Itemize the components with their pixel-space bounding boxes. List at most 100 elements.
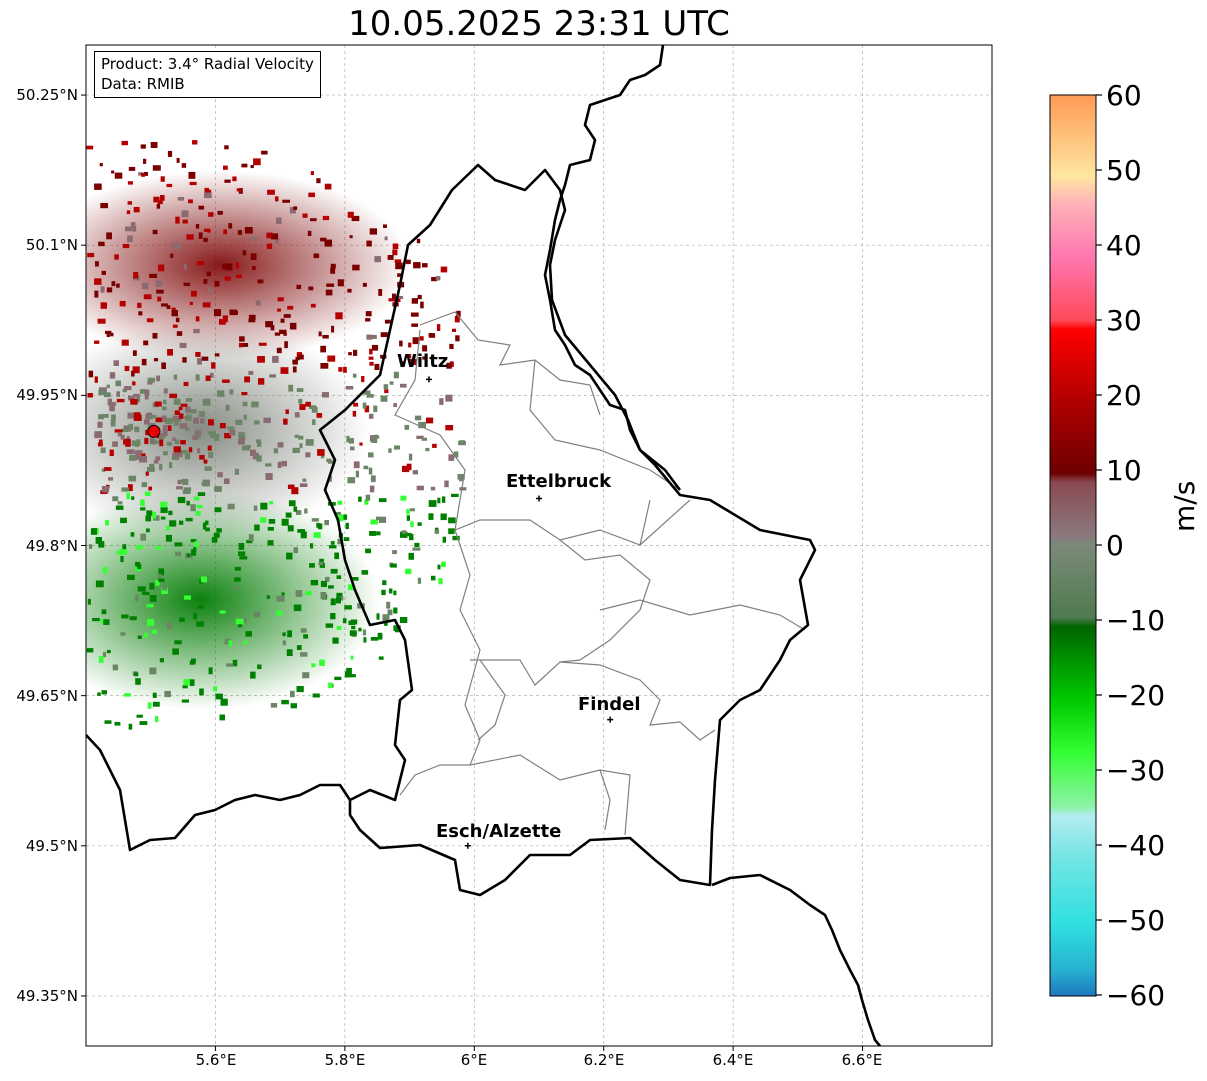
radar-pixel — [117, 432, 122, 437]
radar-pixel — [179, 413, 184, 419]
radar-pixel — [101, 690, 107, 695]
radar-pixel — [378, 289, 383, 296]
radar-pixel — [141, 482, 148, 488]
radar-pixel — [152, 229, 158, 235]
radar-pixel — [330, 541, 335, 545]
radar-pixel — [107, 398, 113, 406]
radar-pixel — [392, 293, 396, 299]
radar-pixel — [390, 563, 397, 568]
radar-pixel — [228, 640, 233, 647]
colorbar-tick-label: −60 — [1106, 979, 1166, 1012]
radar-pixel — [324, 183, 332, 190]
radar-pixel — [152, 692, 157, 698]
city-label-ettelbruck: Ettelbruck — [506, 471, 612, 492]
radar-pixel — [327, 355, 336, 362]
radar-pixel — [197, 492, 206, 496]
radar-pixel — [365, 494, 371, 501]
radar-pixel — [100, 286, 105, 293]
radar-pixel — [128, 395, 135, 401]
radar-pixel — [174, 542, 183, 547]
radar-pixel — [311, 518, 319, 522]
radar-pixel — [281, 518, 289, 526]
radar-pixel — [177, 197, 184, 201]
radar-pixel — [441, 496, 446, 503]
radar-pixel — [300, 628, 307, 633]
radar-pixel — [336, 626, 342, 630]
radar-pixel — [108, 477, 113, 481]
radar-pixel — [269, 374, 276, 378]
radar-pixel — [208, 419, 214, 426]
radar-pixel — [235, 262, 239, 269]
national-borders — [86, 45, 881, 1046]
radar-pixel — [94, 290, 99, 298]
radar-pixel — [109, 402, 117, 406]
radar-pixel — [101, 468, 106, 472]
radar-pixel — [448, 528, 455, 535]
radar-pixel — [382, 580, 387, 586]
radar-pixel — [338, 367, 343, 372]
radar-pixel — [287, 305, 294, 310]
radar-pixel — [175, 551, 182, 557]
radar-pixel — [319, 563, 325, 568]
radar-pixel — [172, 415, 181, 422]
radar-pixel — [198, 205, 205, 210]
radar-pixel — [195, 316, 200, 322]
radar-pixel — [286, 649, 293, 656]
radar-pixel — [285, 409, 289, 414]
radar-pixel — [291, 487, 299, 495]
radar-pixel — [287, 484, 295, 489]
radar-pixel — [293, 506, 298, 512]
radar-pixel — [126, 436, 130, 442]
radar-pixel — [345, 522, 349, 530]
radar-pixel — [132, 366, 140, 374]
map-title: 10.05.2025 23:31 UTC — [348, 4, 730, 44]
radar-pixel — [341, 514, 348, 520]
radar-pixel — [189, 660, 195, 665]
radar-pixel — [302, 478, 307, 482]
radar-pixel — [163, 451, 168, 456]
radar-pixel — [344, 671, 352, 678]
radar-pixel — [406, 354, 412, 359]
radar-pixel — [206, 271, 211, 277]
radar-pixel — [205, 375, 211, 381]
radar-pixel — [279, 329, 287, 334]
radar-pixel — [105, 519, 109, 526]
radar-pixel — [393, 403, 397, 407]
radar-pixel — [235, 618, 244, 625]
radar-pixel — [207, 229, 211, 233]
radar-pixel — [183, 678, 192, 686]
radar-pixel — [146, 528, 150, 533]
radar-pixel — [121, 487, 129, 492]
radar-pixel — [116, 551, 122, 555]
radar-pixel — [114, 721, 121, 726]
radar-pixel — [138, 311, 143, 316]
radar-pixel — [296, 388, 304, 392]
radar-pixel — [224, 179, 231, 183]
radar-pixel — [270, 703, 278, 708]
radar-pixel — [252, 266, 256, 271]
radar-pixel — [136, 451, 141, 458]
radar-pixel — [242, 445, 250, 451]
radar-pixel — [254, 420, 260, 425]
radar-pixel — [257, 356, 265, 363]
radar-pixel — [292, 359, 298, 365]
radar-pixel — [87, 598, 91, 605]
radar-pixel — [275, 196, 279, 202]
radar-pixel — [152, 165, 161, 171]
radar-pixel — [369, 228, 377, 235]
radar-pixel — [287, 525, 294, 532]
radar-pixel — [441, 561, 446, 568]
radar-pixel — [127, 201, 132, 205]
radar-pixel — [283, 332, 287, 336]
radar-pixel — [422, 263, 428, 268]
radar-pixel — [296, 645, 302, 650]
radar-pixel — [378, 498, 387, 503]
radar-pixel — [307, 230, 312, 236]
colorbar-tick-label: −30 — [1106, 754, 1166, 787]
radar-pixel — [152, 333, 158, 339]
radar-pixel — [139, 721, 148, 725]
radar-pixel — [437, 497, 441, 504]
radar-pixel — [361, 376, 365, 383]
radar-pixel — [149, 667, 157, 675]
radar-pixel — [222, 315, 228, 323]
